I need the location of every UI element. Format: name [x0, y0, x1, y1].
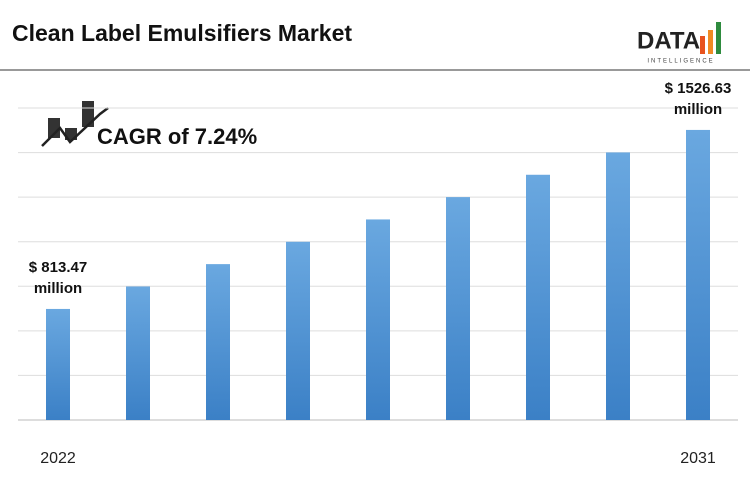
logo-bar [700, 36, 705, 54]
logo-bar [716, 22, 721, 54]
value-label: $ 813.47 million [28, 258, 88, 297]
x-tick-label: 2031 [680, 450, 716, 467]
bar [446, 197, 470, 420]
chart-title: Clean Label Emulsifiers Market [12, 20, 352, 46]
bar [606, 152, 630, 421]
bar [206, 264, 230, 420]
value-label: $ 1526.63 million [664, 79, 732, 118]
bar [126, 286, 150, 420]
bar [286, 241, 310, 420]
bar [686, 129, 710, 420]
bar [366, 219, 390, 420]
x-tick-label: 2022 [40, 450, 76, 467]
annotation: CAGR of 7.24% [97, 124, 257, 149]
logo: DATA INTELLIGENCE [637, 22, 721, 65]
logo-subtitle: INTELLIGENCE [647, 59, 714, 65]
logo-bar [708, 30, 713, 54]
bar [526, 174, 550, 420]
logo-text: DATA [637, 27, 700, 54]
bar [46, 308, 70, 420]
